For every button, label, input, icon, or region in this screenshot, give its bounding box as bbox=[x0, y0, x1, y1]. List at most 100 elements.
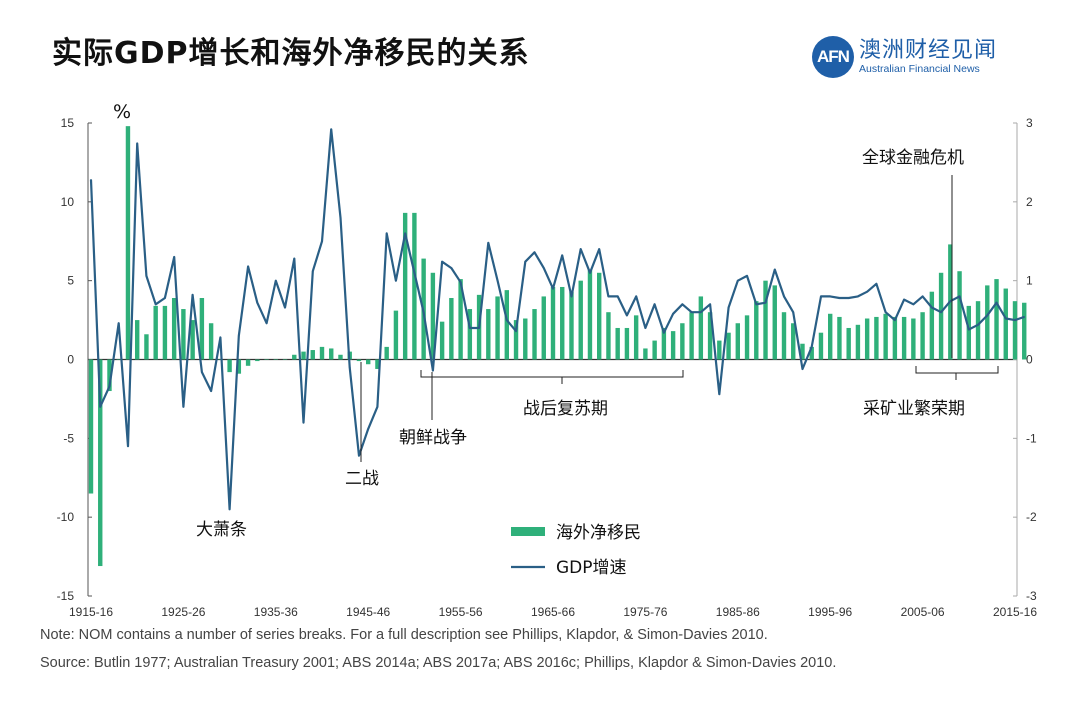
gdp-point bbox=[191, 294, 194, 296]
gdp-point bbox=[210, 390, 212, 392]
gdp-point bbox=[921, 295, 924, 298]
left-tick-label: -15 bbox=[57, 589, 75, 603]
nom-bar bbox=[264, 359, 269, 360]
nom-bar bbox=[162, 305, 168, 360]
right-tick-label: -3 bbox=[1026, 589, 1037, 603]
x-tick-label: 2015-16 bbox=[993, 605, 1037, 619]
nom-bar bbox=[393, 310, 399, 360]
nom-bar bbox=[1022, 302, 1027, 360]
nom-bar bbox=[883, 313, 888, 360]
gdp-point bbox=[783, 295, 785, 298]
right-tick-label: 1 bbox=[1026, 274, 1033, 288]
x-tick-label: 1915-16 bbox=[69, 605, 113, 619]
gdp-point bbox=[709, 303, 711, 306]
gdp-point bbox=[478, 327, 480, 329]
gdp-point bbox=[635, 295, 637, 298]
nom-bar bbox=[430, 272, 436, 360]
x-tick-label: 1965-66 bbox=[531, 605, 575, 619]
nom-bar bbox=[218, 359, 223, 360]
right-tick-label: -1 bbox=[1026, 431, 1037, 445]
nom-bar bbox=[800, 343, 805, 360]
gdp-point bbox=[385, 232, 388, 235]
nom-bar bbox=[911, 318, 916, 360]
nom-bar bbox=[144, 334, 149, 360]
nom-bar bbox=[523, 318, 528, 360]
nom-bar bbox=[439, 321, 445, 360]
gdp-point bbox=[690, 311, 693, 314]
nom-bar bbox=[717, 340, 722, 360]
gdp-point bbox=[182, 406, 185, 408]
annotation-mining-boom: 采矿业繁荣期 bbox=[863, 399, 965, 419]
left-tick-label: 10 bbox=[61, 195, 75, 209]
gdp-point bbox=[201, 371, 203, 373]
gdp-point bbox=[90, 178, 92, 181]
nom-bar bbox=[402, 212, 408, 360]
legend-gdp-label: GDP增速 bbox=[556, 558, 627, 578]
gdp-point bbox=[441, 260, 443, 263]
gdp-point bbox=[256, 301, 259, 304]
nom-bar bbox=[190, 320, 195, 360]
chart-source: Source: Butlin 1977; Australian Treasury… bbox=[40, 655, 837, 671]
gdp-point bbox=[977, 324, 979, 326]
nom-bar bbox=[929, 291, 935, 360]
nom-bar bbox=[901, 316, 907, 360]
gdp-point bbox=[395, 279, 397, 282]
gdp-point bbox=[792, 311, 795, 314]
nom-bar bbox=[791, 323, 796, 360]
nom-bar bbox=[735, 323, 740, 360]
x-tick-label: 1975-76 bbox=[623, 605, 667, 619]
chart-title: 实际GDP增长和海外净移民的关系 bbox=[52, 36, 530, 71]
gdp-point bbox=[154, 303, 157, 306]
nom-bar bbox=[449, 298, 454, 360]
gdp-point bbox=[847, 297, 850, 299]
gdp-point bbox=[700, 311, 702, 314]
gdp-point bbox=[515, 330, 517, 332]
gdp-point bbox=[737, 279, 739, 282]
gdp-point bbox=[626, 314, 628, 317]
gdp-point bbox=[542, 267, 545, 269]
nom-bar bbox=[513, 320, 519, 360]
nom-bar bbox=[837, 316, 842, 360]
gdp-point bbox=[607, 295, 610, 298]
gdp-point bbox=[469, 327, 471, 329]
nom-bar bbox=[624, 327, 630, 360]
nom-bar bbox=[689, 312, 694, 360]
gdp-point bbox=[524, 260, 527, 263]
gdp-point bbox=[302, 421, 305, 424]
nom-bar bbox=[633, 315, 639, 360]
nom-bar bbox=[458, 279, 463, 360]
nom-bar bbox=[744, 315, 750, 360]
gdp-point bbox=[820, 295, 822, 298]
nom-bar bbox=[828, 313, 833, 360]
gdp-point bbox=[875, 283, 878, 285]
gdp-point bbox=[348, 366, 351, 369]
gdp-point bbox=[145, 275, 148, 277]
nom-bar bbox=[975, 301, 981, 360]
nom-bar bbox=[643, 348, 648, 360]
x-tick-label: 2005-06 bbox=[901, 605, 945, 619]
nom-bar bbox=[486, 309, 491, 360]
chart-note: Note: NOM contains a number of series br… bbox=[40, 627, 768, 643]
gdp-point bbox=[866, 290, 868, 293]
nom-bar bbox=[1012, 301, 1018, 360]
gdp-point bbox=[644, 327, 647, 329]
nom-bar bbox=[892, 316, 898, 360]
gdp-point bbox=[968, 328, 970, 331]
annotation-gfc: 全球金融危机 bbox=[862, 148, 964, 168]
gdp-point bbox=[894, 319, 896, 321]
gdp-point bbox=[773, 268, 776, 271]
gdp-point bbox=[681, 303, 684, 306]
gdp-point bbox=[358, 454, 360, 457]
nom-bar bbox=[1003, 288, 1008, 360]
nom-bar bbox=[874, 316, 879, 360]
nom-bar bbox=[698, 296, 704, 360]
nom-bar bbox=[495, 296, 500, 360]
nom-bar bbox=[366, 359, 371, 365]
afn-logo: AFN 澳洲财经见闻 Australian Financial News bbox=[812, 36, 997, 78]
nom-bar bbox=[569, 291, 574, 360]
gdp-point bbox=[228, 508, 231, 511]
nom-bar bbox=[615, 327, 620, 360]
nom-bar bbox=[255, 359, 260, 362]
nom-bar bbox=[680, 323, 685, 360]
